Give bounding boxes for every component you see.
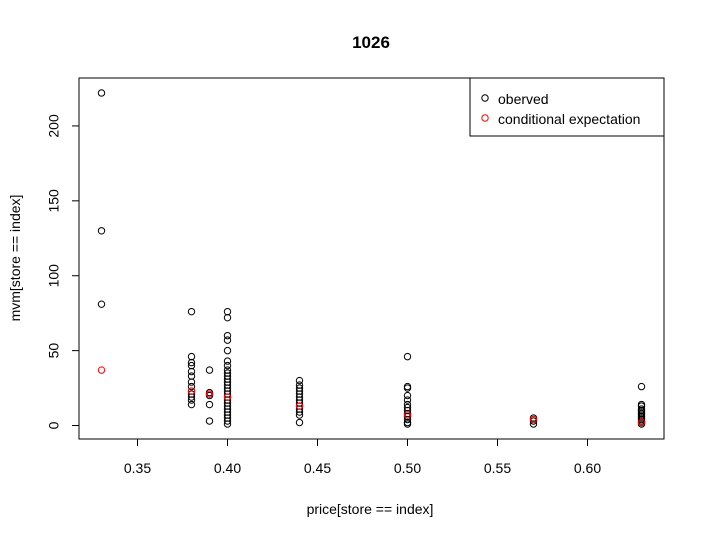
data-point	[403, 391, 412, 400]
data-point	[223, 417, 232, 425]
data-point	[223, 313, 232, 322]
data-point	[187, 400, 196, 409]
data-point	[187, 307, 196, 316]
data-point	[295, 376, 304, 385]
data-points	[97, 89, 646, 428]
data-point	[529, 420, 538, 428]
data-point	[403, 396, 412, 404]
x-tick-label: 0.60	[574, 460, 601, 476]
data-point	[223, 346, 232, 355]
data-point	[223, 393, 232, 401]
series-conditional-expectation	[97, 366, 646, 427]
data-point	[187, 396, 196, 404]
y-tick-label: 50	[46, 343, 62, 359]
data-point	[205, 417, 214, 425]
y-axis-label: mvm[store == index]	[7, 195, 23, 322]
y-tick-label: 150	[46, 189, 62, 213]
data-point	[529, 415, 538, 424]
data-point	[205, 390, 214, 398]
legend-marker-observed	[481, 94, 489, 102]
data-point	[403, 411, 412, 419]
data-point	[223, 420, 232, 428]
data-point	[295, 411, 304, 419]
data-point	[403, 420, 412, 428]
legend-label-conditional-expectation: conditional expectation	[498, 111, 640, 127]
data-point	[295, 418, 304, 427]
data-point	[223, 361, 232, 370]
data-point	[403, 384, 412, 392]
data-point	[187, 367, 196, 376]
data-point	[97, 89, 106, 97]
data-point	[223, 331, 232, 340]
data-point	[187, 378, 196, 386]
y-tick-label: 100	[46, 264, 62, 288]
x-tick-label: 0.55	[484, 460, 511, 476]
data-point	[403, 352, 412, 361]
data-point	[97, 366, 106, 374]
data-point	[97, 300, 106, 308]
data-point	[187, 358, 196, 367]
series-observed	[97, 89, 646, 428]
x-tick-label: 0.45	[304, 460, 331, 476]
data-point	[223, 336, 232, 344]
y-tick-label: 0	[46, 421, 62, 429]
data-point	[637, 382, 646, 391]
y-tick-label: 200	[46, 114, 62, 138]
legend-label-observed: oberved	[498, 91, 549, 107]
data-point	[295, 402, 304, 410]
legend-marker-conditional-expectation	[481, 114, 489, 122]
data-point	[187, 387, 196, 395]
x-axis: 0.35 0.40 0.45 0.50 0.55 0.60	[124, 438, 601, 476]
legend: oberved conditional expectation	[469, 77, 665, 137]
data-point	[187, 382, 196, 391]
x-tick-label: 0.50	[394, 460, 421, 476]
chart-title: 1026	[352, 33, 390, 52]
x-tick-label: 0.35	[124, 460, 151, 476]
data-point	[223, 357, 232, 365]
data-point	[403, 415, 412, 424]
y-axis: 0 50 100 150 200	[46, 114, 80, 429]
x-axis-label: price[store == index]	[307, 501, 434, 517]
data-point	[205, 400, 214, 409]
x-tick-label: 0.40	[214, 460, 241, 476]
data-point	[637, 418, 646, 427]
data-point	[97, 227, 106, 235]
legend-box	[469, 77, 665, 137]
data-point	[205, 366, 214, 374]
